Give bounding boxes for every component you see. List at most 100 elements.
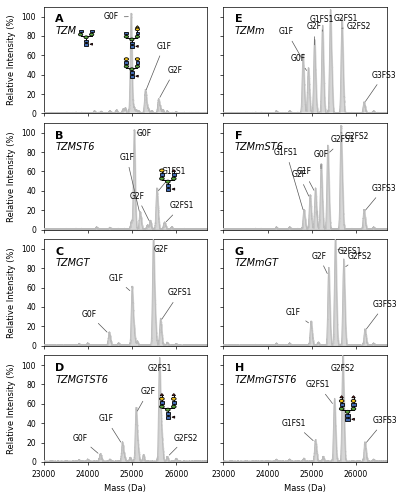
Text: G3FS3: G3FS3 [366, 416, 396, 442]
Bar [339, 404, 343, 406]
Text: G2FS2: G2FS2 [345, 252, 371, 266]
Circle shape [165, 180, 170, 183]
Bar [90, 30, 93, 32]
Circle shape [159, 398, 164, 400]
Bar [79, 30, 82, 32]
Circle shape [135, 65, 139, 68]
Text: G1F: G1F [98, 414, 120, 442]
Text: G2F: G2F [129, 192, 149, 220]
Circle shape [135, 58, 139, 60]
Circle shape [78, 33, 83, 36]
Text: G3FS3: G3FS3 [364, 70, 395, 102]
Text: G2FS1: G2FS1 [166, 201, 194, 222]
Y-axis label: Relative Intensity (%): Relative Intensity (%) [7, 15, 16, 106]
Text: G2FS2: G2FS2 [330, 364, 354, 373]
Text: TZMGT: TZMGT [55, 258, 90, 268]
Circle shape [90, 33, 94, 36]
Bar [165, 188, 170, 190]
Text: F: F [234, 130, 242, 140]
Circle shape [159, 169, 164, 172]
Text: TZMST6: TZMST6 [55, 142, 94, 152]
Circle shape [135, 28, 139, 30]
Text: G2FS2: G2FS2 [340, 132, 368, 140]
Bar [160, 402, 164, 404]
Text: G2F: G2F [311, 252, 326, 274]
Circle shape [350, 400, 355, 402]
Bar [344, 418, 349, 421]
Text: G1F: G1F [119, 153, 139, 212]
Text: G1FS1: G1FS1 [309, 16, 334, 32]
Bar [165, 184, 170, 187]
Bar [135, 62, 139, 64]
Text: G2FS1: G2FS1 [162, 288, 191, 319]
Text: TZMm: TZMm [234, 26, 264, 36]
Text: G2FS1: G2FS1 [329, 136, 354, 152]
Text: C: C [55, 246, 63, 256]
Text: A: A [55, 14, 64, 24]
Circle shape [339, 400, 343, 402]
Circle shape [165, 408, 170, 411]
Circle shape [124, 36, 128, 38]
Text: G3FS3: G3FS3 [365, 184, 395, 210]
Text: G: G [234, 246, 243, 256]
Bar [130, 45, 134, 48]
Bar [84, 40, 88, 42]
Text: TZMmGTST6: TZMmGTST6 [234, 374, 296, 384]
Circle shape [171, 398, 176, 400]
X-axis label: Mass (Da): Mass (Da) [104, 484, 146, 493]
Circle shape [124, 65, 128, 68]
Bar [351, 404, 355, 406]
Text: G2FS1: G2FS1 [305, 380, 332, 404]
Text: TZMGTST6: TZMGTST6 [55, 374, 108, 384]
Text: G1F: G1F [278, 27, 301, 58]
Text: G0F: G0F [136, 128, 151, 138]
Bar [130, 75, 134, 78]
X-axis label: Mass (Da): Mass (Da) [284, 484, 325, 493]
Bar [165, 412, 170, 415]
Text: E: E [234, 14, 242, 24]
Text: G2F: G2F [291, 170, 308, 196]
Circle shape [130, 38, 134, 41]
Bar [171, 174, 175, 176]
Circle shape [159, 177, 164, 180]
Bar [165, 416, 170, 418]
Y-axis label: Relative Intensity (%): Relative Intensity (%) [7, 364, 16, 454]
Circle shape [171, 177, 176, 180]
Text: G1F: G1F [108, 274, 130, 290]
Text: B: B [55, 130, 63, 140]
Text: G1FS1: G1FS1 [158, 168, 186, 190]
Bar [84, 43, 88, 46]
Text: G1FS1: G1FS1 [273, 148, 302, 210]
Text: TZM: TZM [55, 26, 76, 36]
Bar [171, 402, 175, 404]
Y-axis label: Relative Intensity (%): Relative Intensity (%) [7, 131, 16, 222]
Text: G2FS1: G2FS1 [337, 246, 361, 256]
Text: G2FS2: G2FS2 [169, 434, 198, 455]
Circle shape [339, 408, 343, 410]
Text: G0F: G0F [103, 12, 128, 22]
Bar [124, 32, 128, 34]
Text: G1F: G1F [285, 308, 308, 323]
Text: G2F: G2F [160, 66, 182, 98]
Circle shape [130, 68, 134, 70]
Bar [344, 414, 349, 417]
Bar [130, 42, 134, 44]
Bar [124, 62, 128, 64]
Text: G2F: G2F [137, 387, 156, 411]
Text: D: D [55, 363, 64, 373]
Text: TZMmST6: TZMmST6 [234, 142, 283, 152]
Circle shape [171, 405, 176, 408]
Text: G2F: G2F [153, 245, 168, 254]
Text: G2FS1: G2FS1 [329, 14, 357, 24]
Circle shape [344, 410, 349, 414]
Circle shape [135, 36, 139, 38]
Circle shape [84, 36, 88, 38]
Text: TZMmGT: TZMmGT [234, 258, 278, 268]
Bar [130, 72, 134, 74]
Text: G0F: G0F [313, 150, 328, 169]
Circle shape [350, 408, 355, 410]
Bar [135, 32, 139, 34]
Text: G2FS1: G2FS1 [147, 364, 171, 373]
Bar [160, 174, 164, 176]
Text: G0F: G0F [81, 310, 107, 332]
